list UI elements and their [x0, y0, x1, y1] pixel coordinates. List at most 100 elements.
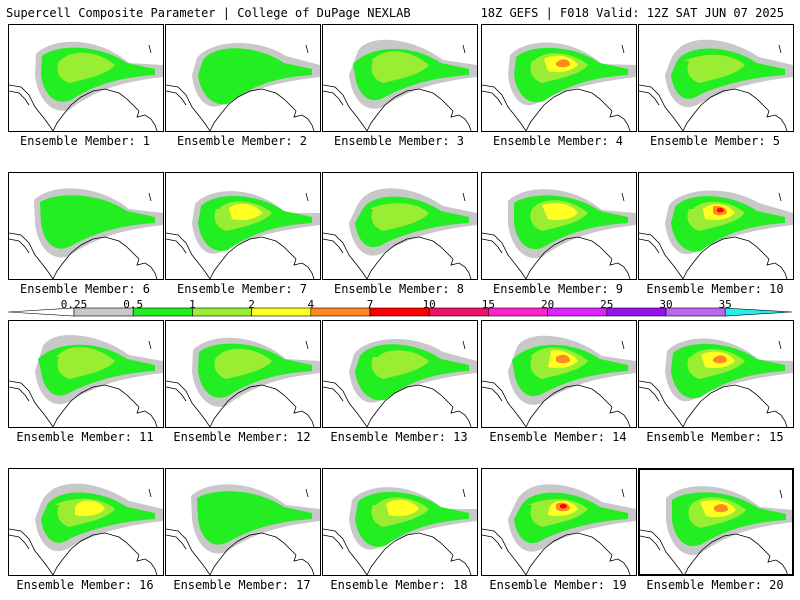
lake-shore: [305, 192, 309, 202]
scp-map: [9, 483, 163, 575]
coastline: [639, 84, 788, 131]
lake-shore: [778, 340, 782, 350]
coastline: [166, 232, 315, 279]
scp-map: [323, 39, 477, 131]
coastline: [640, 529, 788, 574]
colorbar-tick-label: 1: [189, 298, 196, 311]
ensemble-panel: [165, 468, 321, 576]
member-label: Ensemble Member: 17: [173, 578, 311, 592]
member-label: Ensemble Member: 4: [492, 134, 624, 148]
lake-shore: [778, 44, 782, 54]
lake-shore: [462, 44, 466, 54]
colorbar-segment: [606, 307, 667, 317]
colorbar: [8, 307, 792, 317]
ensemble-panel: [8, 468, 164, 576]
ensemble-panel: [638, 172, 794, 280]
ensemble-panel: [165, 24, 321, 132]
scp-contour-fill: [40, 195, 155, 249]
lake-shore: [621, 192, 625, 202]
member-label: Ensemble Member: 19: [489, 578, 627, 592]
border-line: [9, 238, 30, 254]
scp-map: [323, 188, 477, 279]
lake-shore: [621, 488, 625, 498]
map-title: Supercell Composite Parameter | College …: [6, 6, 411, 20]
run-valid-time: 18Z GEFS | F018 Valid: 12Z SAT JUN 07 20…: [480, 6, 784, 20]
ensemble-panel: [165, 172, 321, 280]
scp-map: [166, 337, 320, 427]
coastline: [9, 528, 158, 575]
member-label: Ensemble Member: 10: [646, 282, 784, 296]
coastline: [323, 380, 472, 427]
border-line: [640, 535, 661, 551]
member-label: Ensemble Member: 5: [649, 134, 781, 148]
scp-map: [9, 335, 163, 427]
scp-contour-fill: [75, 500, 105, 517]
scp-contour-fill: [713, 355, 727, 364]
colorbar-tick-label: 20: [540, 298, 555, 311]
border-line: [639, 386, 660, 402]
ensemble-panel: [165, 320, 321, 428]
scp-map: [323, 487, 477, 575]
colorbar-segment: [369, 307, 430, 317]
colorbar-tick-label: 15: [481, 298, 496, 311]
member-label: Ensemble Member: 13: [330, 430, 468, 444]
scp-map: [639, 39, 793, 131]
lake-shore: [148, 192, 152, 202]
member-label: Ensemble Member: 18: [330, 578, 468, 592]
member-label: Ensemble Member: 14: [489, 430, 627, 444]
scp-contour-fill: [229, 203, 262, 221]
coastline: [166, 84, 315, 131]
colorbar-tick-label: 0.5: [123, 298, 144, 311]
member-label: Ensemble Member: 3: [333, 134, 465, 148]
coastline: [323, 528, 472, 575]
ensemble-panel: [481, 24, 637, 132]
scp-contour-fill: [560, 503, 567, 509]
colorbar-tick-label: 0.25: [60, 298, 88, 311]
ensemble-panel: [638, 468, 794, 576]
lake-shore: [148, 488, 152, 498]
scp-map: [166, 484, 320, 575]
scp-map: [639, 190, 793, 279]
scp-contour-fill: [542, 203, 578, 221]
scp-map: [640, 486, 792, 574]
coastline: [482, 232, 631, 279]
lake-shore: [462, 488, 466, 498]
border-line: [9, 534, 30, 550]
scp-map: [482, 335, 636, 427]
ensemble-panel: [322, 468, 478, 576]
scp-map: [166, 43, 320, 131]
lake-shore: [148, 340, 152, 350]
colorbar-segment: [310, 307, 371, 317]
scp-contour-fill: [371, 51, 429, 83]
border-line: [323, 90, 344, 106]
member-label: Ensemble Member: 7: [176, 282, 308, 296]
coastline: [323, 232, 472, 279]
colorbar-tick-label: 4: [307, 298, 315, 311]
lake-shore: [305, 340, 309, 350]
scp-contour-fill: [714, 504, 728, 513]
border-line: [482, 386, 503, 402]
colorbar-segment: [547, 307, 608, 317]
lake-shore: [305, 44, 309, 54]
member-label: Ensemble Member: 20: [646, 578, 784, 592]
ensemble-panel: [638, 24, 794, 132]
member-label: Ensemble Member: 11: [16, 430, 154, 444]
border-line: [9, 90, 30, 106]
border-line: [323, 238, 344, 254]
border-line: [482, 90, 503, 106]
coastline: [323, 84, 472, 131]
border-line: [323, 386, 344, 402]
member-label: Ensemble Member: 16: [16, 578, 154, 592]
coastline: [9, 380, 158, 427]
scp-map: [482, 189, 636, 279]
scp-contour-fill: [717, 207, 724, 213]
lake-shore: [305, 488, 309, 498]
colorbar-segment: [192, 307, 252, 317]
border-line: [166, 386, 187, 402]
lake-shore: [462, 340, 466, 350]
ensemble-panel: [638, 320, 794, 428]
member-label: Ensemble Member: 6: [19, 282, 151, 296]
scp-contour-fill: [684, 54, 745, 83]
lake-shore: [621, 44, 625, 54]
member-label: Ensemble Member: 9: [492, 282, 624, 296]
